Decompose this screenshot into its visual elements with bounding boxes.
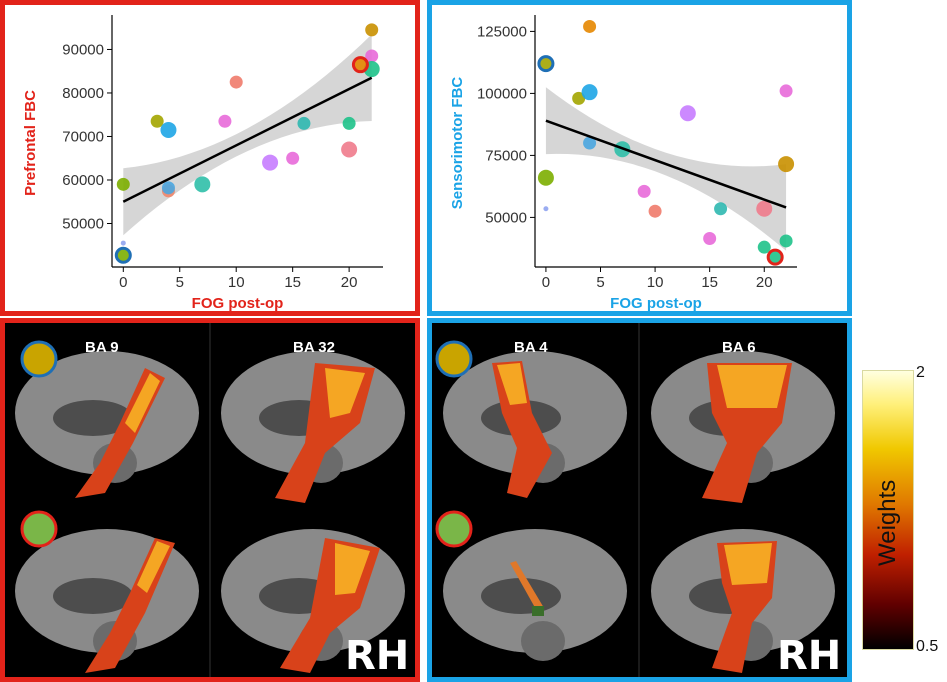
x-tick-label: 20 [756,274,773,291]
prefrontal-brain-panel: BA 9 BA 32 RH [0,318,420,682]
data-point [351,56,369,74]
brain-slice-ba6-top [651,351,835,503]
sensorimotor-scatter-panel: 0 5 10 15 20 50000 75000 100000 125000 FOG post-o… [427,0,852,316]
data-point [218,114,232,128]
data-point [778,156,795,173]
legend-dot-top-left [20,340,58,378]
colorbar [862,370,914,650]
y-tick-label: 70000 [62,128,104,145]
x-axis-label: FOG post-op [610,295,702,311]
data-point [229,75,243,89]
x-tick-label: 15 [284,274,301,291]
brain-slice-ba4-top [443,351,627,498]
data-point [537,55,555,73]
x-tick-label: 15 [701,274,718,291]
y-tick-label: 50000 [485,209,527,226]
data-point [543,206,549,212]
x-axis-label: FOG post-op [192,295,284,311]
x-tick-label: 20 [341,274,358,291]
y-tick-label: 100000 [477,85,527,102]
x-tick-label: 10 [228,274,245,291]
y-axis-label: Prefrontal FBC [22,90,39,196]
sensorimotor-scatter-chart: 0 5 10 15 20 50000 75000 100000 125000 FOG post-o… [449,15,797,312]
legend-dot-bottom-right [435,510,473,548]
data-point [365,49,379,63]
x-tick-label: 5 [176,274,184,291]
prefrontal-scatter-chart: 0 5 10 15 20 50000 60000 70000 80000 90000 FOG pos… [22,15,383,312]
data-point [756,200,773,217]
data-point [581,84,598,101]
brain-slice-ba9-bottom [15,529,199,673]
sensorimotor-brain-panel: BA 4 BA 6 RH [427,318,852,682]
y-tick-label: 60000 [62,172,104,189]
regression-line [545,119,787,209]
data-point [779,234,793,248]
data-point [572,91,586,105]
data-point [779,84,793,98]
data-point [114,246,132,264]
data-point [160,121,177,138]
data-point [150,114,164,128]
confidence-band [123,34,372,236]
hemisphere-label-right: RH [777,633,842,679]
x-tick-label: 5 [596,274,604,291]
label-ba4: BA 4 [514,339,548,356]
legend-dot-top-right [435,340,473,378]
data-point [116,177,130,191]
brain-slice-ba9-top [15,351,199,498]
data-point [583,136,597,150]
x-tick-label: 10 [647,274,664,291]
data-point [648,204,662,218]
label-ba32: BA 32 [293,339,335,356]
data-point [637,184,651,198]
data-point [766,248,784,266]
brain-slice-ba32-top [221,351,405,503]
label-ba9: BA 9 [85,339,119,356]
data-point [194,176,211,193]
prefrontal-brain-images [15,323,405,677]
y-tick-label: 50000 [62,215,104,232]
sensorimotor-brain-images [435,323,835,677]
legend-dot-bottom-left [20,510,58,548]
brain-slice-ba4-bottom [443,529,627,661]
data-point [703,231,717,245]
data-point [286,151,300,165]
data-point [161,181,175,195]
brain-slice-ba32-bottom [221,529,405,673]
data-point [341,141,358,158]
data-point [365,23,379,37]
data-point [679,105,696,122]
y-axis-label: Sensorimotor FBC [449,77,466,210]
data-point [120,240,126,246]
colorbar-title: Weights [874,479,901,566]
colorbar-min: 0.5 [916,638,939,655]
data-point [583,19,597,33]
regression-line [122,76,373,203]
data-point [757,240,771,254]
data-point [342,116,356,130]
label-ba6: BA 6 [722,339,756,356]
x-tick-label: 0 [542,274,550,291]
y-tick-label: 90000 [62,41,104,58]
y-tick-label: 125000 [477,23,527,40]
colorbar-max: 2 [916,364,925,381]
data-point [262,154,279,171]
y-tick-label: 75000 [485,147,527,164]
data-point [714,202,728,216]
y-tick-label: 80000 [62,85,104,102]
confidence-band [545,87,787,251]
data-point [297,116,311,130]
prefrontal-scatter-panel: 0 5 10 15 20 50000 60000 70000 80000 90000 FOG pos… [0,0,420,316]
data-point [537,169,554,186]
hemisphere-label-left: RH [345,633,410,679]
x-tick-label: 0 [119,274,127,291]
brain-slice-ba6-bottom [651,529,835,673]
